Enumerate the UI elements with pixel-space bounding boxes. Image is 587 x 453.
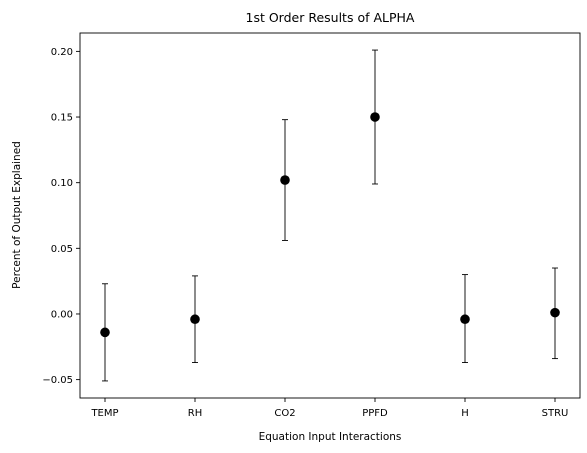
data-point [100,327,110,338]
y-tick-label: 0.20 [51,47,73,58]
x-tick-label: H [461,408,469,419]
data-point [370,112,380,122]
y-tick-label: 0.05 [51,244,73,255]
y-tick-label: 0.10 [51,178,73,189]
x-axis: TEMP RH CO2 PPFD H STRU [90,398,568,419]
plot-frame [79,32,581,399]
x-tick-label: CO2 [274,408,295,419]
y-tick-label: 0.00 [51,309,73,320]
y-tick-label: 0.15 [51,113,73,124]
data-point [280,175,290,185]
y-tick-label: −0.05 [42,375,73,386]
chart-title: 1st Order Results of ALPHA [246,10,415,25]
data-point [460,314,470,325]
x-tick-label: PPFD [362,408,388,419]
data-point [550,307,560,318]
x-tick-label: STRU [542,408,569,419]
plot-area [100,49,560,382]
data-point [190,314,200,325]
x-tick-label: RH [188,408,202,419]
x-tick-label: TEMP [90,408,118,419]
y-axis: −0.05 0.00 0.05 0.10 0.15 0.20 [42,47,80,386]
y-axis-label: Percent of Output Explained [11,141,23,289]
x-axis-label: Equation Input Interactions [259,431,402,443]
